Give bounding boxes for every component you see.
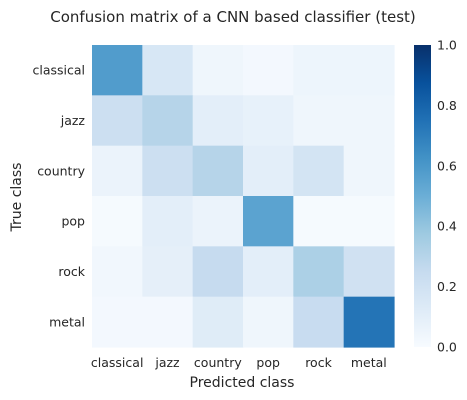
heatmap-cell-metal-country [192,296,244,348]
heatmap-cell-metal-jazz [142,296,194,348]
heatmap-cell-rock-jazz [142,246,194,298]
heatmap-cell-jazz-rock [293,95,345,147]
x-tick-label: rock [305,355,332,370]
y-tick-label: country [37,163,85,178]
heatmap-cell-metal-classical [92,296,143,348]
x-tick-label: pop [256,355,280,370]
heatmap-cell-jazz-country [192,95,244,147]
colorbar-ticks: 0.0 0.2 0.4 0.6 0.8 1.0 [437,38,457,355]
y-tick-label: jazz [60,113,86,128]
heatmap-cell-metal-metal [343,296,395,348]
colorbar-tick-label: 0.2 [437,279,457,294]
heatmap-cell-classical-metal [343,45,395,96]
heatmap-cell-pop-country [192,196,244,247]
y-axis-label: True class [9,163,25,233]
heatmap-cell-pop-metal [343,196,395,247]
y-tick-label: pop [61,214,85,229]
y-tick-label: rock [58,264,85,279]
heatmap-cell-metal-pop [243,296,294,348]
heatmap-cell-classical-rock [293,45,345,96]
heatmap-cell-pop-rock [293,196,345,247]
heatmap-cell-country-rock [293,145,345,197]
y-tick-label: metal [49,314,85,329]
x-tick-label: jazz [154,355,180,370]
heatmap-cell-classical-classical [92,45,143,96]
colorbar-tick-label: 0.8 [437,98,457,113]
heatmap-cell-pop-jazz [142,196,194,247]
heatmap-cell-rock-country [192,246,244,298]
colorbar-tick-label: 1.0 [437,38,457,53]
heatmap-cell-rock-rock [293,246,345,298]
x-axis-label: Predicted class [190,375,295,391]
heatmap-cell-country-country [192,145,244,197]
heatmap-cell-country-jazz [142,145,194,197]
colorbar-tick-label: 0.4 [437,219,457,234]
heatmap-cell-pop-pop [243,196,294,247]
y-tick-labels: classical jazz country pop rock metal [32,63,85,330]
heatmap-cell-pop-classical [92,196,143,247]
x-tick-label: metal [351,355,387,370]
heatmap-cell-country-metal [343,145,395,197]
x-tick-label: country [194,355,242,370]
heatmap-cell-country-pop [243,145,294,197]
heatmap-cells [92,45,395,348]
heatmap-cell-country-classical [92,145,143,197]
x-tick-label: classical [91,355,144,370]
colorbar [414,45,431,347]
heatmap-cell-classical-pop [243,45,294,96]
chart-title: Confusion matrix of a CNN based classifi… [50,8,416,26]
heatmap-cell-jazz-jazz [142,95,194,147]
heatmap-cell-metal-rock [293,296,345,348]
colorbar-tick-label: 0.6 [437,158,457,173]
heatmap-cell-classical-country [192,45,244,96]
heatmap-cell-rock-metal [343,246,395,298]
heatmap-cell-jazz-metal [343,95,395,147]
heatmap-cell-jazz-pop [243,95,294,147]
heatmap-cell-rock-pop [243,246,294,298]
heatmap-cell-rock-classical [92,246,143,298]
heatmap-cell-jazz-classical [92,95,143,147]
x-tick-labels: classical jazz country pop rock metal [91,355,387,370]
y-tick-label: classical [32,63,85,78]
heatmap-cell-classical-jazz [142,45,194,96]
colorbar-tick-label: 0.0 [437,340,457,355]
